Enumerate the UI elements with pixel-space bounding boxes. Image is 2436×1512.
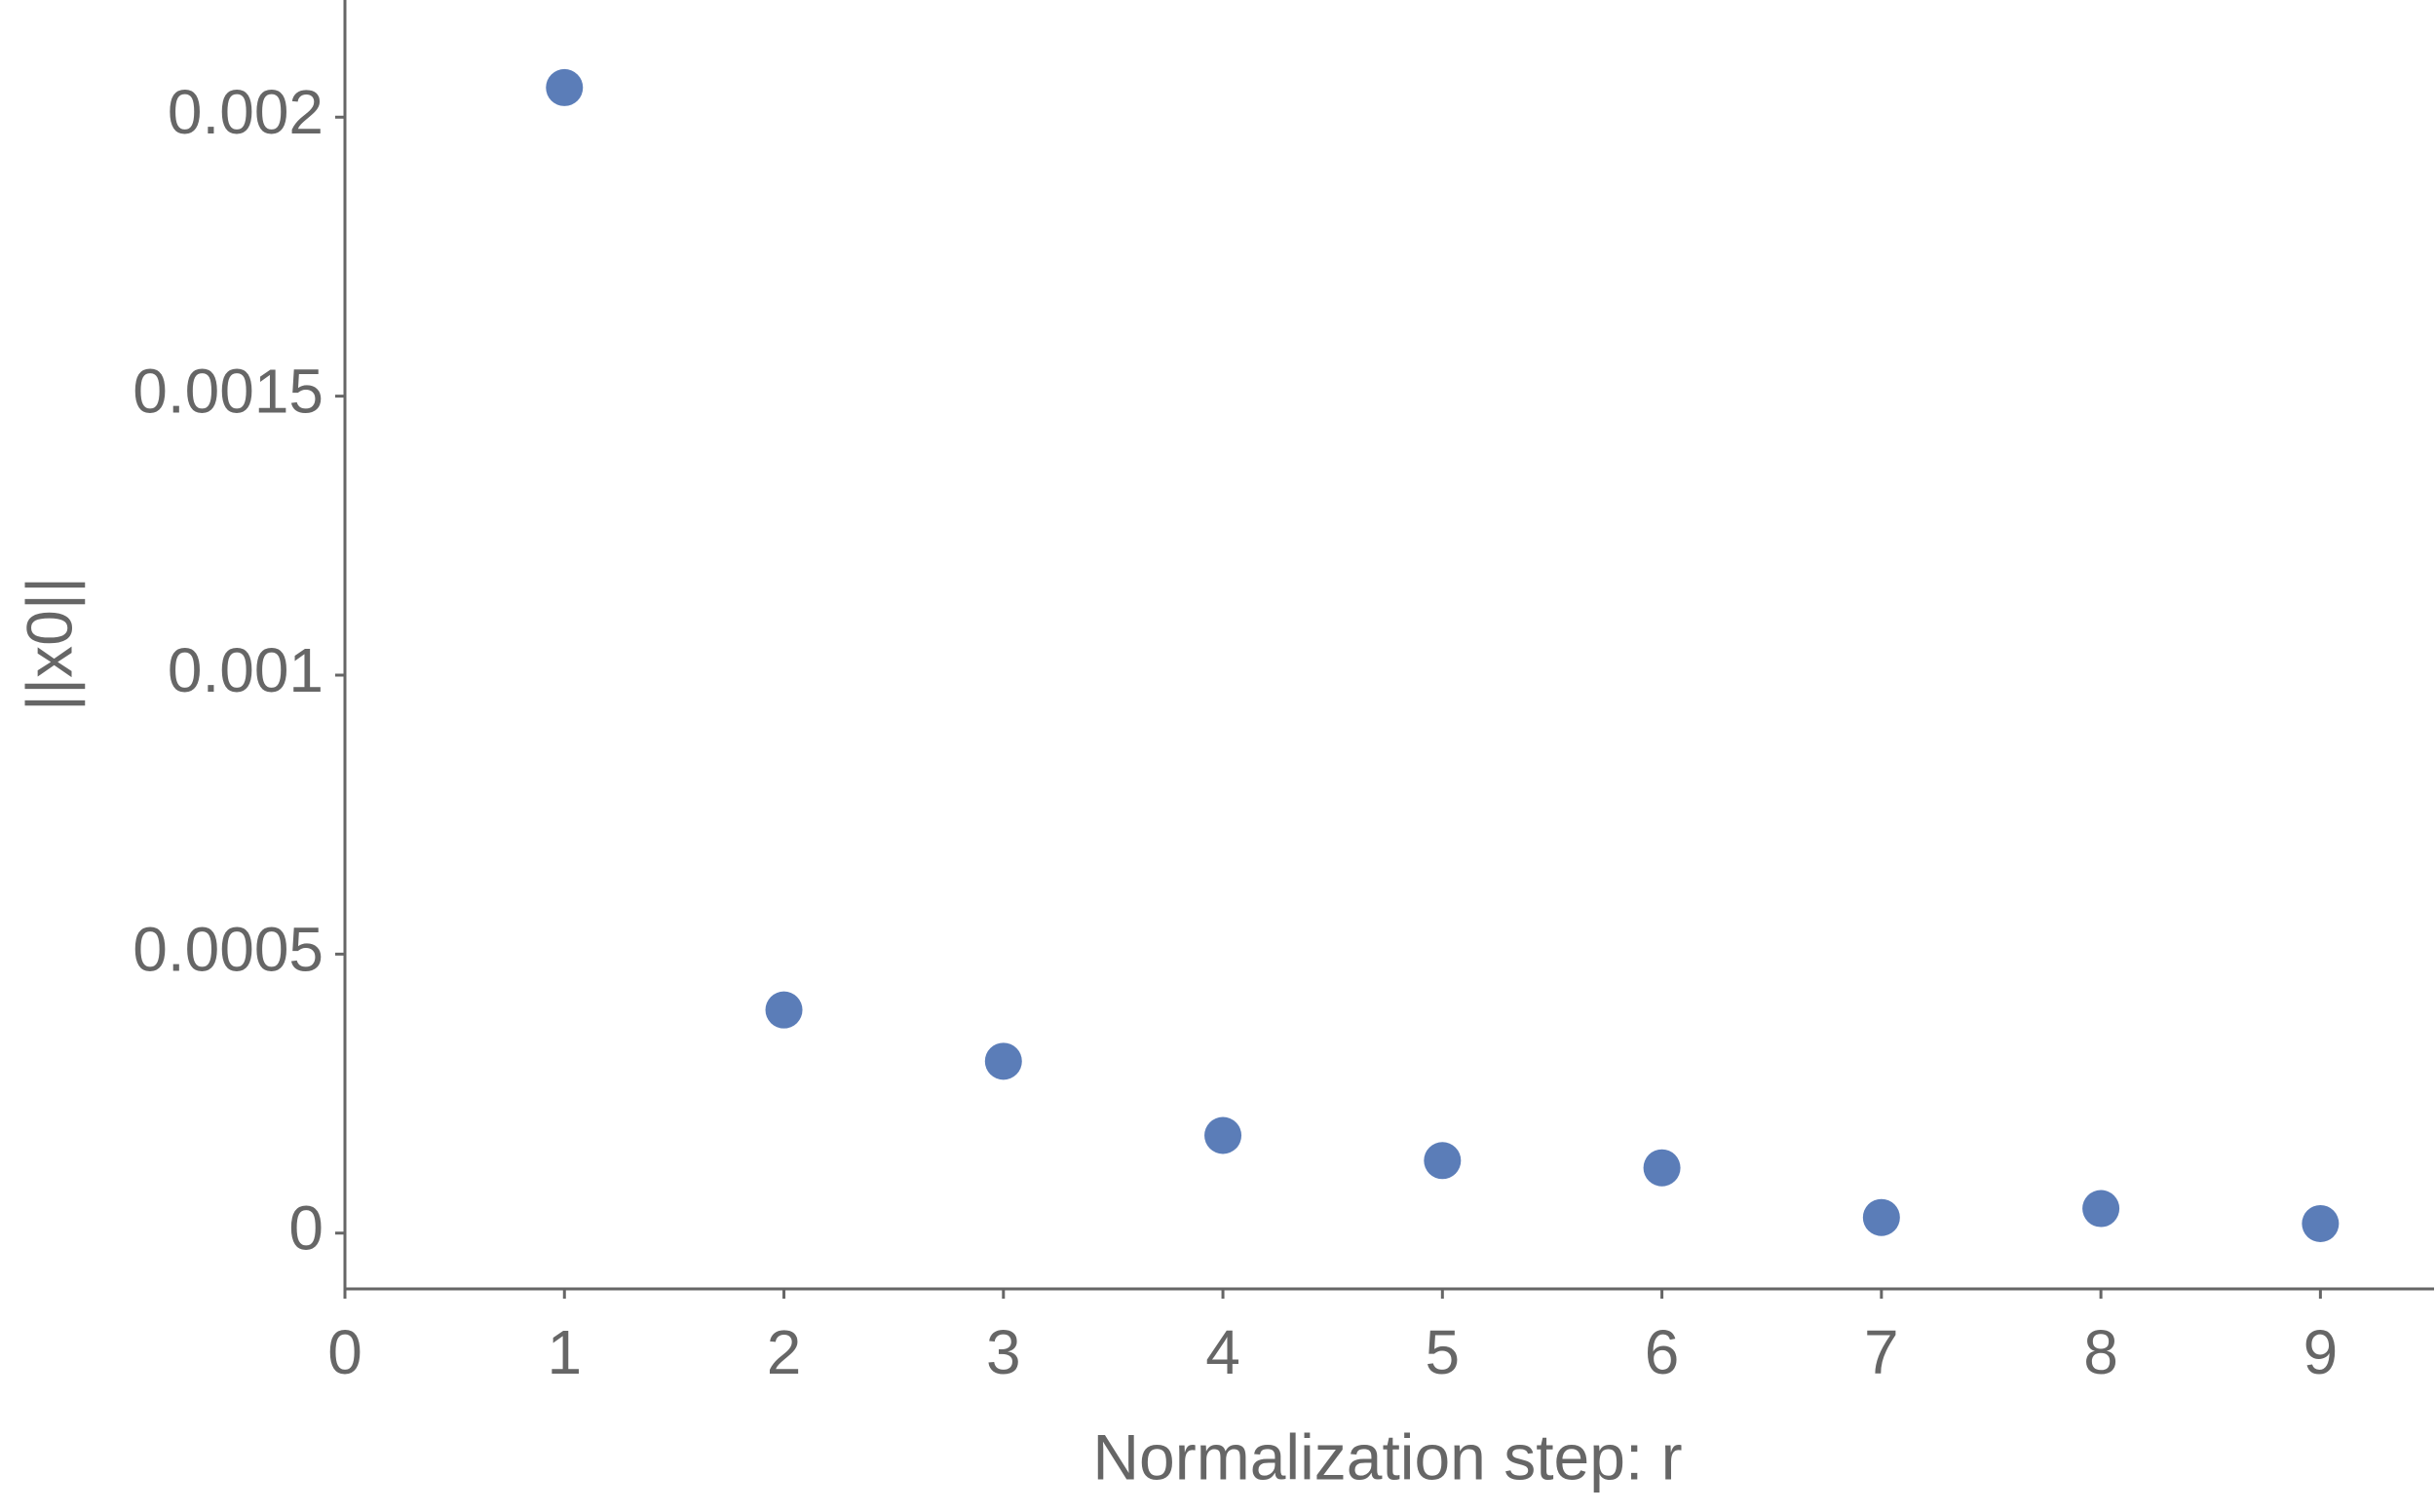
x-tick-label: 3 [986, 1317, 1021, 1387]
data-point [2082, 1190, 2120, 1228]
data-point [765, 991, 803, 1029]
data-point [1643, 1149, 1681, 1187]
data-point [1424, 1142, 1462, 1180]
x-tick-label: 8 [2083, 1317, 2118, 1387]
data-point [2302, 1204, 2340, 1242]
y-tick-label: 0.002 [168, 77, 324, 147]
data-point [1204, 1116, 1242, 1154]
x-tick-label: 9 [2303, 1317, 2339, 1387]
x-tick-label: 6 [1645, 1317, 1680, 1387]
x-tick-label: 1 [547, 1317, 582, 1387]
y-axis-label: ||x0|| [13, 577, 85, 711]
data-point [546, 68, 584, 106]
y-tick-label: 0.001 [168, 635, 324, 705]
y-tick-label: 0.0005 [133, 914, 324, 984]
y-tick-label: 0.0015 [133, 357, 324, 427]
x-tick-label: 7 [1864, 1317, 1899, 1387]
x-tick-label: 4 [1205, 1317, 1240, 1387]
x-tick-label: 5 [1426, 1317, 1461, 1387]
x-tick-label: 2 [767, 1317, 802, 1387]
x-axis-label: Normalization step: r [1092, 1420, 1682, 1493]
data-point [984, 1042, 1022, 1080]
y-tick-label: 0 [288, 1193, 324, 1264]
x-tick-label: 0 [327, 1317, 362, 1387]
data-point [1862, 1198, 1900, 1236]
